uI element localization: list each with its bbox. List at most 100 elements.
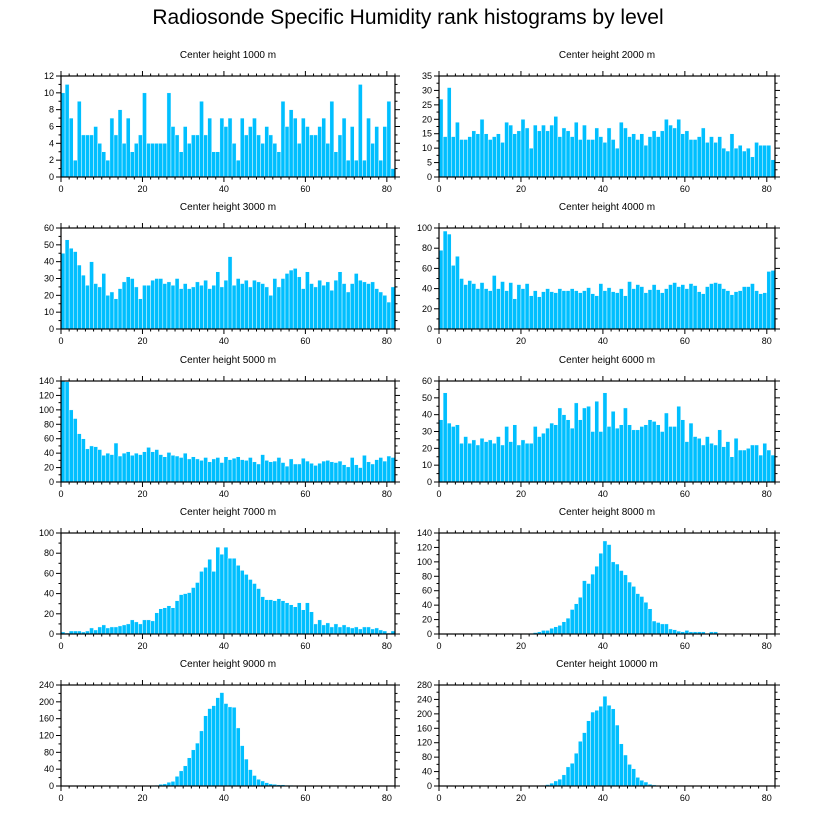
histogram-bar	[223, 456, 229, 483]
x-tick-label: 20	[137, 336, 147, 346]
histogram-bar	[750, 283, 755, 330]
histogram-bar	[766, 271, 772, 330]
x-tick-label: 80	[382, 489, 392, 499]
histogram-bar	[586, 406, 591, 483]
x-tick-label: 0	[58, 641, 63, 651]
histogram-bar	[370, 143, 375, 178]
histogram-bar	[606, 544, 612, 635]
histogram-bar	[660, 130, 665, 178]
histogram-bar	[305, 602, 310, 635]
histogram-bar	[660, 431, 665, 483]
histogram-bar	[524, 127, 530, 178]
histogram-bar	[325, 622, 331, 635]
histogram-bar	[166, 605, 172, 635]
histogram-bar	[573, 121, 579, 178]
histogram-bar	[146, 447, 151, 483]
y-tick-label: 0	[49, 781, 54, 791]
histogram-panel-7: Center height 7000 m 0 20 40 60 80 0 20 40 60 80 10…	[39, 507, 400, 651]
y-tick-label: 100	[39, 405, 54, 415]
histogram-bar	[358, 279, 363, 330]
histogram-bar	[746, 448, 751, 483]
histogram-bar	[231, 143, 237, 178]
histogram-bar	[378, 457, 384, 483]
histogram-bar	[329, 461, 335, 483]
histogram-bar	[374, 627, 379, 635]
histogram-bar	[655, 622, 661, 635]
histogram-bar	[146, 285, 151, 330]
x-tick-label: 20	[137, 641, 147, 651]
histogram-bar	[754, 142, 759, 178]
histogram-bar	[142, 92, 147, 178]
histogram-bar	[85, 448, 90, 483]
histogram-bar	[569, 763, 575, 787]
y-tick-label: 25	[422, 100, 432, 110]
histogram-bar	[680, 284, 686, 330]
histogram-bar	[651, 421, 657, 483]
histogram-bar	[582, 407, 587, 483]
histogram-bar	[565, 766, 571, 787]
histogram-bar	[138, 298, 143, 330]
y-tick-label: 20	[44, 463, 54, 473]
histogram-bar	[345, 466, 351, 483]
histogram-bar	[479, 282, 485, 330]
histogram-bar	[337, 626, 343, 635]
histogram-bar	[746, 147, 751, 178]
histogram-bar	[130, 619, 135, 635]
histogram-bar	[438, 249, 444, 330]
histogram-bar	[170, 455, 176, 483]
histogram-bar	[446, 87, 452, 178]
histogram-bar	[195, 582, 200, 635]
histogram-bar	[264, 460, 269, 483]
histogram-bar	[317, 279, 322, 330]
histogram-panel-10: Center height 10000 m 0 20 40 60 80 0 40 80 120 16…	[417, 659, 780, 803]
y-tick-label: 140	[39, 376, 54, 386]
histogram-bar	[292, 268, 298, 330]
histogram-bar	[297, 276, 302, 330]
x-tick-label: 20	[516, 489, 526, 499]
histogram-bar	[150, 279, 155, 330]
histogram-bar	[81, 438, 86, 483]
histogram-bar	[647, 419, 653, 483]
histogram-bar	[549, 628, 554, 635]
y-tick-label: 8	[49, 105, 54, 115]
y-tick-label: 10	[422, 143, 432, 153]
histogram-bar	[276, 598, 282, 635]
histogram-bar	[635, 777, 641, 787]
histogram-bar	[252, 775, 257, 787]
histogram-bar	[158, 454, 164, 483]
y-tick-label: 40	[44, 764, 54, 774]
histogram-bar	[113, 442, 119, 483]
histogram-bar	[280, 600, 286, 635]
histogram-bar	[635, 593, 641, 635]
histogram-bar	[313, 465, 318, 483]
histogram-bar	[623, 127, 628, 178]
histogram-bar	[113, 626, 119, 635]
histogram-bar	[134, 621, 139, 635]
histogram-bar	[737, 449, 743, 483]
histogram-bar	[655, 424, 661, 483]
histogram-bar	[317, 126, 322, 178]
histogram-bar	[195, 742, 200, 787]
panel-title: Center height 10000 m	[556, 659, 658, 670]
histogram-bar	[492, 275, 497, 330]
histogram-bar	[252, 117, 257, 178]
histogram-bar	[692, 436, 698, 483]
histogram-bar	[374, 288, 379, 330]
histogram-bar	[231, 558, 237, 635]
x-tick-label: 80	[382, 793, 392, 803]
histogram-bar	[614, 292, 620, 330]
x-tick-label: 20	[137, 184, 147, 194]
histogram-bar	[713, 142, 718, 178]
histogram-bar	[602, 695, 608, 787]
histogram-bar	[672, 127, 677, 178]
histogram-bar	[264, 126, 269, 178]
histogram-bar	[313, 623, 318, 635]
histogram-bar	[770, 159, 776, 178]
histogram-bar	[150, 620, 155, 635]
histogram-bar	[717, 136, 722, 178]
histogram-bar	[101, 624, 107, 635]
histogram-bar	[643, 602, 649, 635]
histogram-panel-9: Center height 9000 m 0 20 40 60 80 0 40 80 120 160…	[39, 659, 400, 803]
histogram-bar	[370, 281, 375, 330]
